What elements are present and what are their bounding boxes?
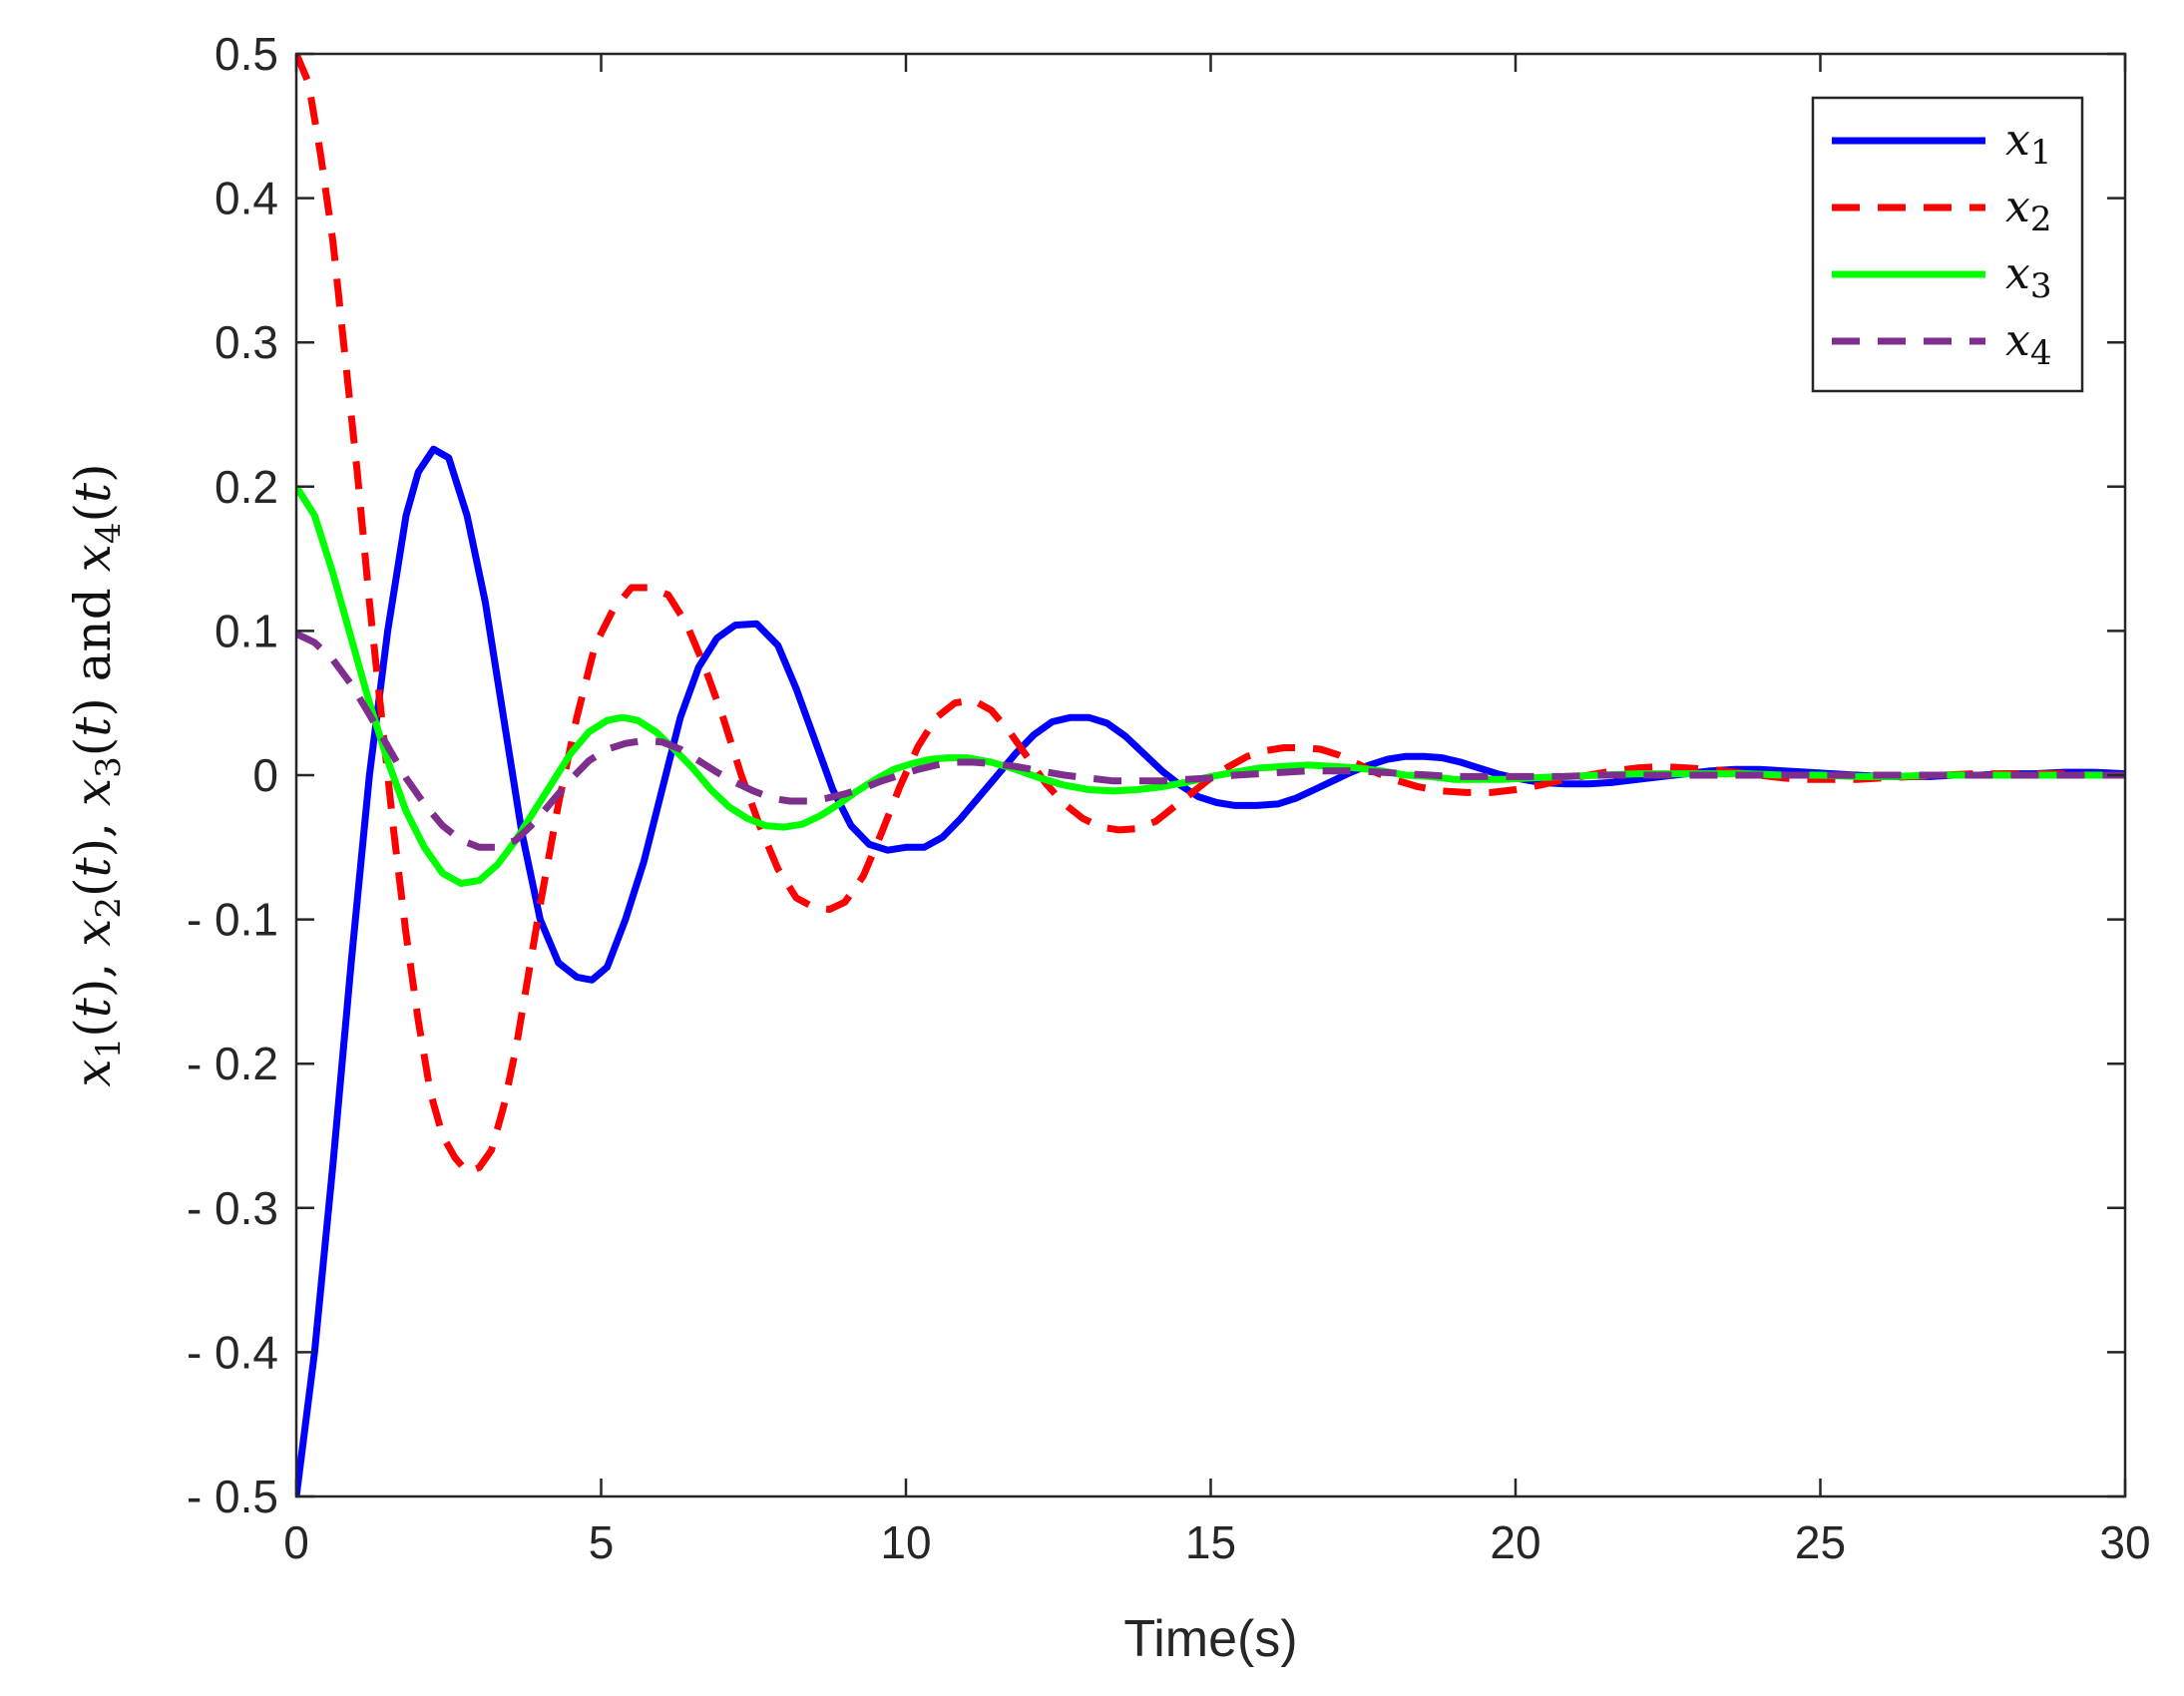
y-axis-title: x1(t), x2(t), x3(t) and x4(t) — [64, 463, 129, 1086]
y-tick-label: 0.5 — [215, 28, 278, 80]
y-axis-title-subscript: 4 — [89, 523, 129, 545]
legend-label-x1: x1 — [2005, 115, 2051, 173]
x-tick-label: 5 — [589, 1516, 615, 1568]
legend-label-x4: x4 — [2005, 315, 2051, 373]
y-axis-title-part: t — [64, 716, 122, 737]
y-tick-label: 0.3 — [215, 316, 278, 368]
y-axis-title-part: ), — [64, 947, 122, 998]
y-axis-title-part: ( — [64, 737, 122, 757]
y-axis-title-subscript: 2 — [89, 897, 129, 919]
x-tick-label: 25 — [1795, 1516, 1846, 1568]
y-axis-title-part: t — [64, 997, 122, 1018]
y-tick-label: 0.1 — [215, 605, 278, 656]
y-tick-label: - 0.1 — [187, 894, 278, 946]
x-tick-label: 30 — [2099, 1516, 2150, 1568]
y-axis-title-part: ( — [64, 878, 122, 898]
x-axis-title: Time(s) — [1123, 1610, 1297, 1668]
y-tick-label: 0.4 — [215, 173, 278, 224]
y-tick-label: - 0.5 — [187, 1471, 278, 1522]
y-axis-title-part: t — [64, 482, 122, 503]
y-axis-title-subscript: 1 — [89, 1038, 129, 1060]
x-tick-label: 0 — [283, 1516, 309, 1568]
y-axis-title-part: x — [64, 1059, 122, 1086]
legend-label-x3: x3 — [2005, 248, 2051, 306]
y-axis-title-part: ( — [64, 503, 122, 523]
tick-layer: 0 5 10 15 20 25 30 0.5 0.4 0.3 0.2 0.1 0 - 0.1 - 0.2 - … — [187, 28, 2151, 1568]
y-tick-label: 0.2 — [215, 461, 278, 513]
y-axis-title-subscript: 3 — [89, 756, 129, 778]
y-axis-title-part: x — [64, 919, 122, 947]
series-line-x4 — [296, 631, 2125, 851]
x-tick-label: 10 — [880, 1516, 931, 1568]
y-axis-title-part: ) — [64, 463, 122, 483]
x-tick-label: 15 — [1185, 1516, 1236, 1568]
y-axis-title-part: x — [64, 778, 122, 806]
series-layer — [296, 54, 2125, 1496]
y-tick-label: - 0.3 — [187, 1182, 278, 1234]
y-axis-title-part: t — [64, 857, 122, 878]
y-tick-label: - 0.2 — [187, 1038, 278, 1089]
y-axis-title-part: ( — [64, 1018, 122, 1038]
series-line-x2 — [296, 54, 2125, 1176]
y-axis-title-part: ) and — [64, 572, 122, 716]
y-tick-label: 0 — [252, 749, 278, 801]
y-axis-title-part: ), — [64, 806, 122, 857]
legend-label-x2: x2 — [2005, 182, 2051, 239]
legend: x1 x2 x3 x4 — [1811, 96, 2084, 393]
y-axis-title-part: x — [64, 544, 122, 572]
y-tick-label: - 0.4 — [187, 1326, 278, 1378]
x-tick-label: 20 — [1490, 1516, 1540, 1568]
